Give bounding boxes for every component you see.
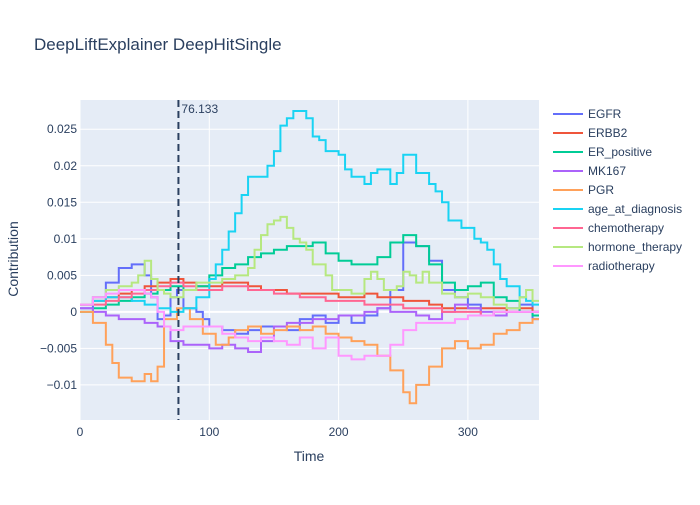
y-tick-label: −0.01 — [47, 378, 78, 392]
legend-label: PGR — [588, 183, 614, 197]
chart-title: DeepLiftExplainer DeepHitSingle — [34, 35, 282, 54]
legend-item[interactable]: ERBB2 — [553, 126, 628, 140]
y-tick-label: 0 — [70, 305, 77, 319]
legend-label: MK167 — [588, 164, 626, 178]
x-axis-label: Time — [294, 448, 325, 464]
y-tick-label: 0.025 — [47, 122, 77, 136]
series-line-er-positive[interactable] — [80, 234, 539, 317]
legend-label: chemotherapy — [588, 221, 664, 235]
series-line-hormone-therapy[interactable] — [80, 215, 539, 310]
legend-label: hormone_therapy — [588, 240, 682, 254]
x-tick-label: 200 — [329, 425, 349, 439]
annotation: 76.133 — [177, 100, 218, 420]
legend-item[interactable]: EGFR — [553, 107, 622, 121]
legend-item[interactable]: chemotherapy — [553, 221, 664, 235]
legend-item[interactable]: hormone_therapy — [553, 240, 682, 254]
y-tick-label: 0.01 — [54, 232, 78, 246]
series-line-radiotherapy[interactable] — [80, 288, 539, 361]
series-lines — [80, 109, 539, 405]
legend[interactable]: EGFR ERBB2 ER_positive MK167 PGR age_at_diagn… — [553, 107, 682, 273]
legend-label: EGFR — [588, 107, 622, 121]
legend-item[interactable]: age_at_diagnosis — [553, 202, 682, 216]
x-tick-label: 0 — [77, 425, 84, 439]
x-tick-label: 300 — [458, 425, 478, 439]
y-axis-label: Contribution — [5, 221, 21, 297]
legend-label: ER_positive — [588, 145, 652, 159]
y-tick-label: −0.005 — [40, 341, 77, 355]
y-tick-label: 0.02 — [54, 159, 78, 173]
legend-label: age_at_diagnosis — [588, 202, 682, 216]
series-line-age-at-diagnosis[interactable] — [80, 109, 539, 313]
axis-ticks: 0 100 200 300 −0.01 −0.005 0 0.005 0.01 0.015 0.02… — [40, 122, 478, 439]
x-tick-label: 100 — [199, 425, 219, 439]
y-tick-label: 0.015 — [47, 195, 77, 209]
legend-item[interactable]: MK167 — [553, 164, 626, 178]
legend-item[interactable]: ER_positive — [553, 145, 652, 159]
series-line-mk167[interactable] — [80, 303, 539, 354]
y-tick-label: 0.005 — [47, 268, 77, 282]
annotation-label: 76.133 — [181, 102, 218, 116]
legend-item[interactable]: radiotherapy — [553, 259, 655, 273]
plot-area — [80, 100, 539, 420]
series-line-pgr[interactable] — [80, 307, 539, 405]
legend-item[interactable]: PGR — [553, 183, 614, 197]
legend-label: ERBB2 — [588, 126, 628, 140]
legend-label: radiotherapy — [588, 259, 655, 273]
